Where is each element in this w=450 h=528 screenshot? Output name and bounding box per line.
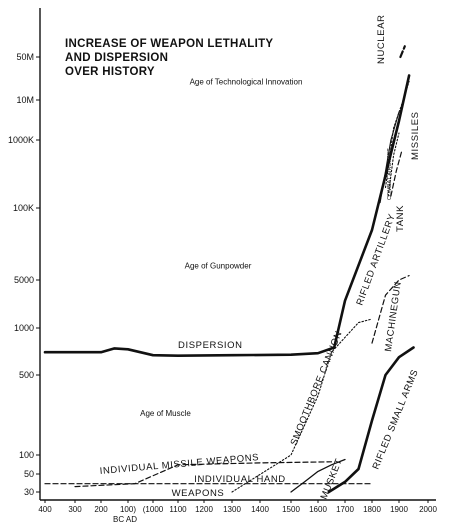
age-annotation: Age of Technological Innovation [190, 77, 303, 86]
series-line-machinegun [371, 275, 410, 344]
x-tick-label: 1200 [195, 505, 213, 514]
x-tick-label: 1300 [223, 505, 241, 514]
x-tick-label: 1100 [169, 505, 187, 514]
series-label: NUCLEAR [376, 14, 387, 64]
series-line-nuclear [399, 45, 406, 59]
series-label: TANK [395, 205, 406, 232]
x-tick-label: 400 [38, 505, 52, 514]
x-tick-label: 1700 [336, 505, 354, 514]
y-tick-label: 10M [16, 95, 34, 105]
chart-title-line-1: INCREASE OF WEAPON LETHALITY [65, 38, 273, 50]
x-tick-label: (1000 [143, 505, 164, 514]
x-tick-label: 300 [68, 505, 82, 514]
y-tick-label: 100 [19, 450, 34, 460]
series-label: DISPERSION [178, 340, 243, 351]
age-annotation: Age of Muscle [140, 409, 191, 418]
series-label: WEAPONS [172, 488, 225, 499]
chart-title-line-2: AND DISPERSION [65, 52, 168, 64]
x-tick-label: 200 [94, 505, 108, 514]
y-tick-label: 1000 [14, 323, 34, 333]
series-label: INDIVIDUAL HAND [194, 474, 286, 485]
series-line-rifled-artillery [379, 111, 400, 204]
age-labels: Age of Technological Innovation Age of Gu… [140, 77, 302, 418]
x-tick-label: 2000 [419, 505, 437, 514]
series-lines [43, 45, 415, 494]
series-line-dispersion [43, 74, 411, 357]
x-era-label: BC AD [113, 515, 137, 524]
y-tick-label: 1000K [8, 135, 34, 145]
series-line-tank [390, 149, 403, 197]
series-line-rifled-small-arms [327, 346, 415, 494]
series-label: COMBAT AIRCRAFT [387, 148, 393, 200]
series-line-missiles [384, 80, 410, 189]
y-tick-label: 500 [19, 370, 34, 380]
x-tick-label: 1400 [251, 505, 269, 514]
y-tick-label: 30 [24, 487, 34, 497]
y-tick-label: 50M [16, 52, 34, 62]
x-tick-label: 1900 [390, 505, 408, 514]
series-line-musket [290, 458, 346, 493]
chart-title-line-3: OVER HISTORY [65, 66, 155, 78]
age-annotation: Age of Gunpowder [185, 262, 252, 271]
y-ticks: 50M 10M 1000K 100K 5000 1000 500 100 50 30 [8, 52, 40, 497]
x-tick-label: 1800 [363, 505, 381, 514]
x-ticks: 400 300 200 100) (1000 1100 1200 1300 1400 1500 16… [38, 500, 437, 514]
series-line-smoothbore-cannon [231, 318, 373, 493]
chart-title: INCREASE OF WEAPON LETHALITY AND DISPERS… [65, 38, 273, 78]
y-tick-label: 50 [24, 469, 34, 479]
series-label: MISSILES [410, 111, 421, 160]
series-line-individual-missile-weapons [74, 461, 333, 488]
y-tick-label: 5000 [14, 275, 34, 285]
y-tick-label: 100K [13, 203, 34, 213]
x-tick-label: 1600 [309, 505, 327, 514]
x-tick-label: 100) [120, 505, 136, 514]
series-line-combat-aircraft [387, 132, 400, 197]
x-tick-label: 1500 [282, 505, 300, 514]
